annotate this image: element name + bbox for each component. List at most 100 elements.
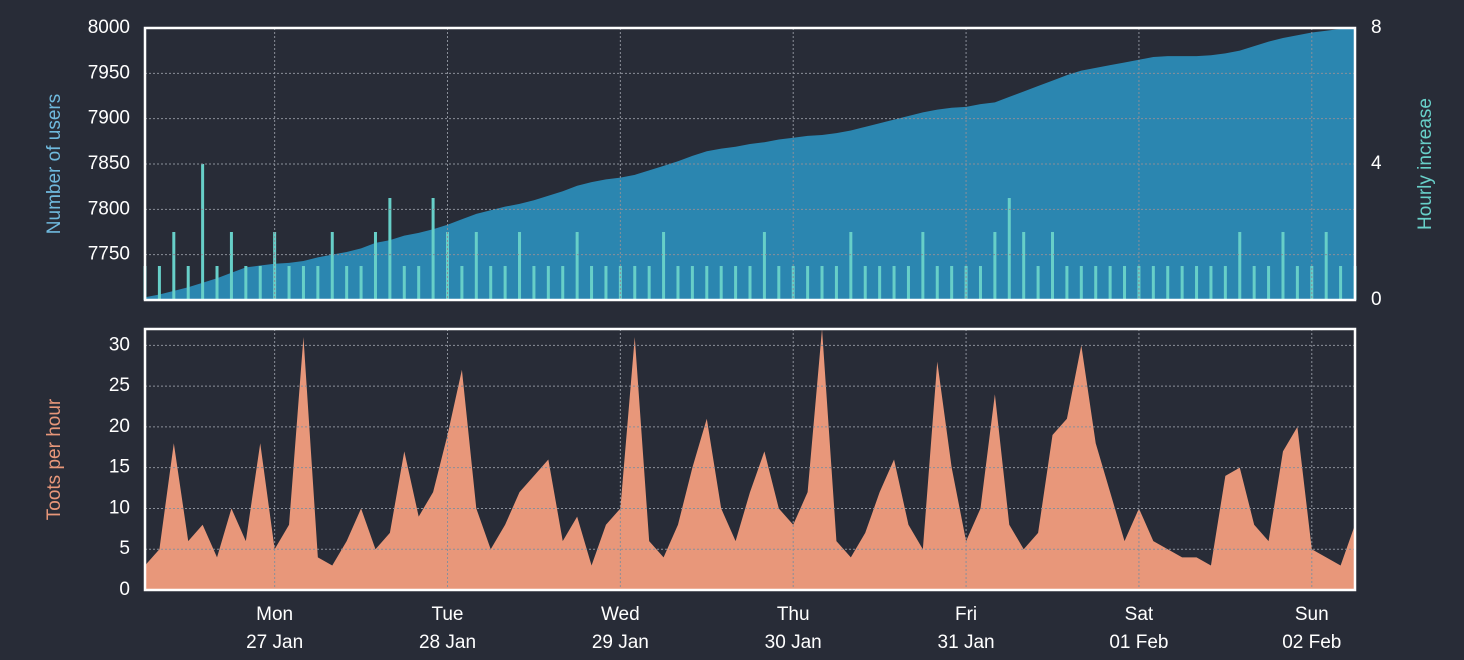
y-tick-label: 7900 — [88, 108, 130, 129]
bar — [590, 266, 594, 300]
bar — [474, 232, 478, 300]
bar — [186, 266, 190, 300]
bar — [575, 232, 579, 300]
bar — [172, 232, 176, 300]
x-tick-label: Mon 27 Jan — [246, 604, 304, 653]
bar — [402, 266, 406, 300]
bar — [834, 266, 838, 300]
bar — [604, 266, 608, 300]
y-tick-label: 20 — [109, 416, 130, 437]
bar — [964, 266, 968, 300]
y-tick-label: 7800 — [88, 198, 130, 219]
y-tick-label: 25 — [109, 375, 130, 396]
bar — [345, 266, 349, 300]
bar — [906, 266, 910, 300]
bar — [215, 266, 219, 300]
bar — [489, 266, 493, 300]
bar — [316, 266, 320, 300]
bar — [762, 232, 766, 300]
bar — [460, 266, 464, 300]
y-axis-label: Number of users — [44, 94, 65, 234]
bar — [993, 232, 997, 300]
bar — [1166, 266, 1170, 300]
bar — [518, 232, 522, 300]
bar — [229, 232, 233, 300]
bar — [1310, 266, 1314, 300]
bar — [1209, 266, 1213, 300]
bar — [431, 198, 435, 300]
plot-frame — [143, 327, 1357, 592]
bar — [1238, 232, 1242, 300]
bar — [157, 266, 161, 300]
bar — [532, 266, 536, 300]
bar — [1137, 266, 1141, 300]
bar — [373, 232, 377, 300]
bar — [1022, 232, 1026, 300]
bar — [1281, 232, 1285, 300]
bar — [1295, 266, 1299, 300]
bar — [935, 266, 939, 300]
bar — [662, 232, 666, 300]
bar — [201, 164, 205, 300]
bar — [1151, 266, 1155, 300]
y-tick-label: 8000 — [88, 17, 130, 38]
y-tick-label: 7950 — [88, 62, 130, 83]
bar — [820, 266, 824, 300]
bar — [1036, 266, 1040, 300]
bar — [359, 266, 363, 300]
bar — [1094, 266, 1098, 300]
y-tick-label: 30 — [109, 334, 130, 355]
x-tick-label: Wed 29 Jan — [591, 604, 649, 653]
bar — [849, 232, 853, 300]
bar — [618, 266, 622, 300]
bar — [503, 266, 507, 300]
x-tick-label: Tue 28 Jan — [418, 604, 477, 653]
y2-tick-label: 4 — [1371, 153, 1382, 174]
bar — [546, 266, 550, 300]
x-tick-label: Fri 31 Jan — [937, 604, 995, 653]
bar — [690, 266, 694, 300]
bar — [1051, 232, 1054, 300]
y-tick-label: 7850 — [88, 153, 130, 174]
bar — [863, 266, 867, 300]
y-tick-label: 5 — [119, 538, 130, 559]
bar — [676, 266, 680, 300]
bar — [806, 266, 810, 300]
bar — [244, 266, 248, 300]
bar — [561, 266, 565, 300]
x-tick-label: Thu 30 Jan — [764, 604, 822, 653]
bar — [1079, 266, 1083, 300]
y-tick-label: 10 — [109, 497, 130, 518]
bar — [258, 266, 262, 300]
bar — [978, 266, 982, 300]
bar — [892, 266, 896, 300]
y-tick-label: 0 — [119, 579, 130, 600]
bar — [791, 266, 795, 300]
bar — [647, 266, 651, 300]
bar — [705, 266, 709, 300]
bar — [734, 266, 738, 300]
bar — [330, 232, 334, 300]
bar — [301, 266, 305, 300]
bar — [1223, 266, 1227, 300]
bar — [748, 266, 752, 300]
bar — [777, 266, 781, 300]
bar — [1007, 198, 1011, 300]
bar — [1195, 266, 1199, 300]
y2-axis-label: Hourly increase — [1415, 98, 1436, 230]
y-tick-label: 7750 — [88, 244, 130, 265]
y-tick-label: 15 — [109, 457, 130, 478]
bar — [878, 266, 882, 300]
bar — [287, 266, 291, 300]
bar — [1108, 266, 1112, 300]
y2-tick-label: 8 — [1371, 17, 1382, 38]
bar — [417, 266, 421, 300]
bar — [1180, 266, 1184, 300]
bar — [1324, 232, 1328, 300]
bar — [719, 266, 723, 300]
bar — [1123, 266, 1127, 300]
bar — [1339, 266, 1343, 300]
bar — [633, 266, 637, 300]
